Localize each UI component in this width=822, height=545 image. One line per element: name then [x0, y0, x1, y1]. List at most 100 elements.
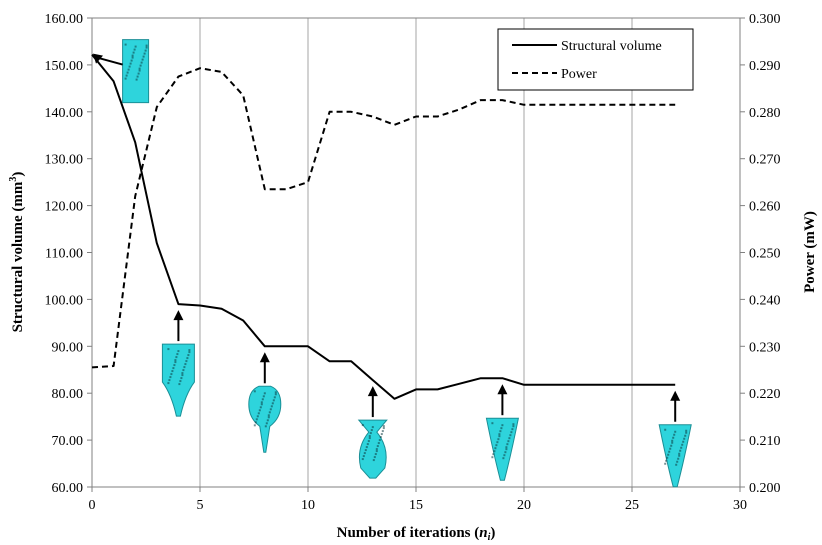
shape-texture-dot — [509, 434, 512, 437]
shape-texture-dot — [271, 402, 274, 405]
shape-texture-dot — [264, 425, 267, 428]
shape-texture-dot — [685, 431, 688, 434]
shape-texture-dot — [141, 58, 144, 61]
shape-texture-dot — [382, 427, 385, 430]
structure-shape-block — [122, 39, 150, 104]
shape-texture-dot — [506, 443, 509, 446]
shape-texture-dot — [174, 361, 177, 364]
shape-texture-dot — [677, 457, 680, 460]
shape-texture-dot — [182, 369, 185, 372]
shape-texture-dot — [174, 359, 177, 362]
shape-texture-dot — [671, 439, 674, 442]
shape-texture-dot — [512, 425, 515, 428]
shape-texture-dot — [175, 356, 178, 359]
annotation-arrow — [96, 56, 123, 66]
x-tick-labels: 0 5 10 15 20 25 30 — [89, 498, 748, 513]
shape-texture-dot — [138, 69, 141, 72]
left-y-tick-label: 130.00 — [45, 153, 84, 168]
shape-texture-dot — [366, 443, 369, 446]
shape-texture-dot — [176, 353, 179, 356]
shape-texture-dot — [512, 423, 515, 426]
right-y-tick-label: 0.270 — [749, 153, 781, 168]
shape-texture-dot — [144, 49, 147, 52]
right-y-tick-label: 0.200 — [749, 481, 781, 496]
shape-texture-dot — [365, 446, 368, 449]
legend-label-power: Power — [561, 67, 597, 82]
shape-texture-dot — [684, 434, 687, 437]
shape-texture-dot — [184, 363, 187, 366]
right-y-tick-label: 0.220 — [749, 387, 781, 402]
left-y-tick-label: 90.00 — [52, 340, 84, 355]
shape-texture-dot — [374, 453, 377, 456]
shape-texture-dot — [676, 460, 679, 463]
shape-texture-dot — [491, 456, 494, 459]
shape-texture-dot — [124, 43, 127, 46]
right-y-tick-labels: 0.200 0.210 0.220 0.230 0.240 0.250 0.260 0.270… — [749, 12, 781, 496]
annotation-arrows — [93, 53, 681, 422]
x-tick-label: 30 — [733, 498, 747, 513]
shape-texture-dot — [497, 438, 500, 441]
shape-texture-dot — [139, 64, 142, 67]
shape-texture-dot — [666, 456, 669, 459]
right-y-tick-label: 0.250 — [749, 247, 781, 262]
shape-texture-dot — [186, 357, 189, 360]
shape-texture-dot — [379, 436, 382, 439]
x-tick-label: 10 — [301, 498, 315, 513]
x-axis-title: Number of iterations (ni) — [337, 525, 496, 543]
shape-texture-dot — [260, 401, 263, 404]
shape-texture-dot — [273, 396, 276, 399]
x-tick-label: 15 — [409, 498, 423, 513]
annotation-arrowhead — [497, 384, 508, 395]
shape-texture-dot — [142, 55, 145, 58]
left-y-tick-labels: 60.00 70.00 80.00 90.00 100.00 110.00 120.00 13… — [45, 12, 84, 496]
shape-texture-dot — [272, 399, 275, 402]
shape-texture-dot — [670, 444, 673, 447]
shape-texture-dot — [188, 351, 191, 354]
shape-texture-dot — [177, 350, 180, 353]
shape-texture-dot — [145, 46, 148, 49]
shape-texture-dot — [274, 391, 277, 394]
shape-texture-dot — [671, 441, 674, 444]
shape-texture-dot — [129, 62, 132, 65]
shape-texture-dot — [270, 405, 273, 408]
shape-texture-dot — [382, 425, 385, 428]
shape-texture-dot — [493, 450, 496, 453]
shape-texture-dot — [496, 441, 499, 444]
shape-texture-dot — [183, 366, 186, 369]
shape-texture-dot — [368, 435, 371, 438]
shape-texture-dot — [167, 348, 170, 351]
shape-texture-dot — [132, 51, 135, 54]
shape-texture-dot — [143, 52, 146, 55]
shape-texture-dot — [138, 67, 141, 70]
shape-texture-dot — [268, 411, 271, 414]
shape-texture-dot — [375, 448, 378, 451]
shape-texture-dot — [167, 382, 170, 385]
vertical-gridlines — [87, 17, 745, 492]
shape-texture-dot — [381, 430, 384, 433]
structure-shape-vase — [357, 419, 388, 479]
shape-texture-dot — [377, 442, 380, 445]
left-y-tick-label: 100.00 — [45, 293, 84, 308]
left-y-tick-label: 110.00 — [45, 247, 83, 262]
shape-texture-dot — [673, 433, 676, 436]
shape-texture-dot — [256, 415, 259, 418]
shape-texture-dot — [178, 383, 181, 386]
shape-texture-dot — [263, 392, 266, 395]
left-y-tick-label: 70.00 — [52, 434, 84, 449]
shape-texture-dot — [179, 380, 182, 383]
left-y-tick-label: 140.00 — [45, 106, 84, 121]
shape-texture-dot — [253, 424, 256, 427]
plot-area — [91, 17, 741, 488]
shape-texture-dot — [274, 393, 277, 396]
shape-texture-dot — [133, 48, 136, 51]
shape-texture-dot — [504, 451, 507, 454]
annotation-arrowhead — [259, 352, 270, 363]
shape-texture-dot — [508, 437, 511, 440]
shape-texture-dot — [259, 406, 262, 409]
shape-texture-dot — [664, 462, 667, 465]
shape-texture-dot — [501, 424, 504, 427]
shape-texture-dot — [678, 452, 681, 455]
shape-texture-dot — [267, 414, 270, 417]
shape-texture-dot — [685, 429, 688, 432]
shape-texture-dot — [502, 457, 505, 460]
